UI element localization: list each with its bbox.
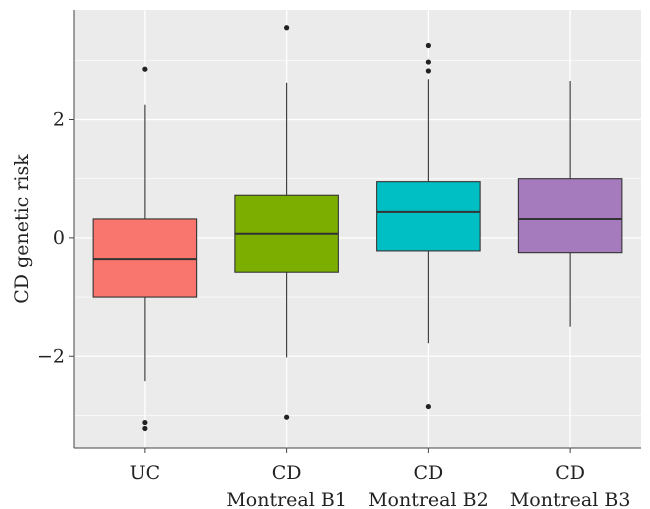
x-tick-label-line: Montreal B2 bbox=[368, 489, 489, 509]
outlier-point bbox=[284, 25, 290, 31]
x-tick-label: CD Montreal B3 bbox=[510, 462, 631, 509]
outlier-point bbox=[425, 403, 431, 410]
axes: −2 0 2 UC CD Montreal B1 CD Montreal B2 CD Montre… bbox=[37, 10, 641, 509]
x-tick-label-line: UC bbox=[130, 462, 161, 484]
y-tick-label: 2 bbox=[53, 109, 65, 131]
outlier-point bbox=[142, 419, 148, 426]
x-tick-label-line: CD bbox=[555, 462, 585, 484]
box-group bbox=[234, 25, 339, 420]
box-plot-series bbox=[92, 25, 623, 432]
box-group bbox=[517, 81, 623, 327]
box bbox=[376, 181, 481, 252]
box-group bbox=[92, 66, 198, 432]
box-group bbox=[376, 42, 481, 410]
y-tick-label: 0 bbox=[53, 227, 65, 249]
outlier-point bbox=[142, 66, 148, 72]
y-axis-title: CD genetic risk bbox=[11, 154, 33, 304]
x-tick-label: CD Montreal B1 bbox=[226, 462, 347, 509]
x-tick-label-line: CD bbox=[272, 462, 302, 484]
y-tick-label: −2 bbox=[37, 345, 65, 367]
outlier-point bbox=[425, 68, 431, 74]
x-tick-label: CD Montreal B2 bbox=[368, 462, 489, 509]
x-tick-label-line: CD bbox=[413, 462, 443, 484]
box bbox=[92, 218, 198, 298]
outlier-point bbox=[284, 414, 290, 420]
outlier-point bbox=[425, 42, 431, 49]
x-tick-label: UC bbox=[130, 462, 161, 484]
outlier-point bbox=[425, 59, 431, 65]
x-tick-label-line: Montreal B1 bbox=[226, 489, 347, 509]
box bbox=[517, 178, 623, 254]
x-tick-label-line: Montreal B3 bbox=[510, 489, 631, 509]
outlier-point bbox=[142, 425, 148, 432]
